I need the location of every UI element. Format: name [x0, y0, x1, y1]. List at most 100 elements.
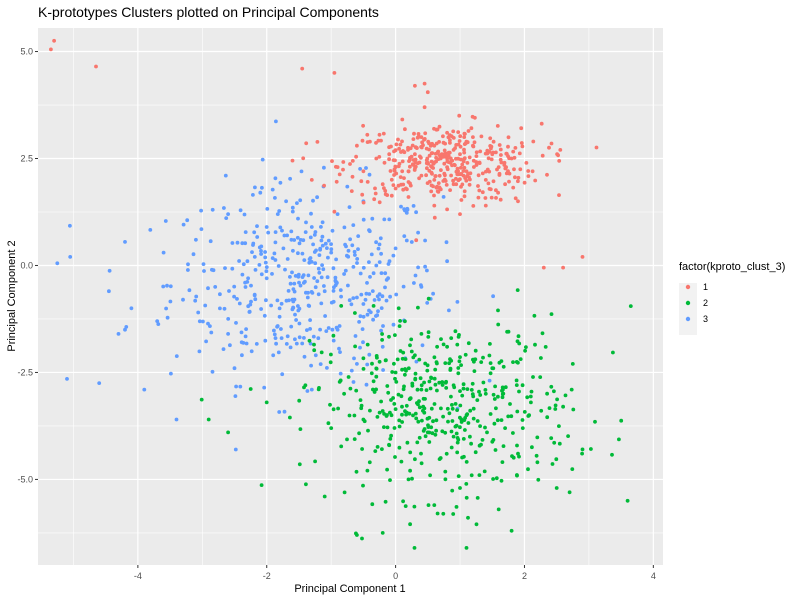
data-point — [475, 496, 480, 500]
data-point — [419, 387, 424, 392]
data-point — [233, 394, 238, 398]
data-point — [440, 380, 445, 384]
data-point — [445, 159, 450, 164]
data-point — [305, 328, 309, 332]
data-point — [509, 414, 514, 419]
data-point — [470, 381, 475, 386]
data-point — [491, 150, 495, 155]
data-point — [238, 208, 243, 213]
data-point — [335, 212, 340, 217]
data-point — [253, 297, 258, 302]
data-point — [440, 429, 445, 434]
data-point — [387, 334, 391, 339]
data-point — [400, 159, 405, 164]
data-point — [423, 397, 427, 401]
data-point — [439, 337, 443, 341]
data-point — [206, 417, 211, 422]
data-point — [313, 353, 318, 358]
data-point — [501, 387, 505, 392]
data-point — [379, 251, 383, 256]
data-point — [458, 152, 462, 157]
data-point — [477, 473, 482, 477]
data-point — [408, 522, 412, 527]
data-point — [432, 215, 437, 220]
data-point — [458, 134, 463, 139]
data-point — [457, 359, 462, 364]
data-point — [487, 378, 492, 383]
data-point — [528, 394, 533, 399]
data-point — [339, 294, 343, 299]
data-point — [515, 339, 520, 344]
data-point — [269, 303, 273, 308]
data-point — [400, 117, 405, 122]
data-point — [517, 151, 522, 156]
data-point — [453, 146, 457, 151]
data-point — [522, 410, 527, 414]
data-point — [328, 360, 333, 365]
data-point — [222, 206, 226, 210]
data-point — [419, 383, 424, 388]
data-point — [403, 357, 408, 361]
data-point — [446, 135, 451, 140]
data-point — [519, 141, 524, 145]
data-point — [209, 330, 214, 335]
data-point — [453, 402, 458, 406]
y-tick-label: -2.5 — [17, 367, 33, 377]
data-point — [365, 468, 370, 473]
data-point — [49, 47, 53, 52]
data-point — [526, 174, 531, 179]
y-tick-label: 0.0 — [20, 260, 33, 270]
data-point — [316, 266, 321, 271]
data-point — [400, 169, 405, 174]
data-point — [417, 357, 422, 362]
data-point — [306, 273, 311, 278]
data-point — [412, 546, 417, 550]
data-point — [381, 324, 385, 328]
data-point — [541, 265, 546, 270]
data-point — [352, 413, 357, 418]
data-point — [308, 256, 313, 260]
data-point — [363, 297, 368, 302]
data-point — [392, 402, 397, 406]
data-point — [242, 212, 247, 217]
data-point — [197, 319, 202, 324]
data-point — [518, 167, 523, 172]
data-point — [459, 198, 464, 202]
data-point — [323, 241, 328, 246]
data-point — [405, 440, 410, 445]
data-point — [398, 319, 402, 323]
data-point — [431, 419, 435, 424]
data-point — [392, 361, 396, 366]
data-point — [496, 394, 500, 399]
data-point — [557, 424, 561, 428]
data-point — [273, 336, 278, 340]
data-point — [470, 392, 475, 396]
data-point — [453, 424, 458, 429]
data-point — [317, 253, 322, 257]
data-point — [474, 150, 479, 155]
data-point — [415, 135, 420, 140]
data-point — [302, 354, 307, 359]
data-point — [371, 379, 376, 384]
data-point — [402, 384, 406, 389]
data-point — [397, 424, 402, 429]
data-point — [481, 380, 486, 385]
data-point — [404, 186, 408, 191]
data-point — [466, 341, 471, 346]
data-point — [468, 408, 473, 413]
data-point — [304, 220, 308, 225]
data-point — [223, 173, 228, 178]
data-point — [319, 350, 324, 355]
legend-key-2 — [685, 300, 691, 306]
data-point — [406, 477, 411, 482]
data-point — [258, 190, 263, 195]
data-point — [289, 324, 294, 329]
data-point — [499, 418, 504, 422]
data-point — [454, 143, 459, 147]
data-point — [459, 363, 463, 367]
data-point — [491, 139, 496, 144]
data-point — [426, 503, 431, 507]
data-point — [345, 184, 350, 189]
data-point — [494, 150, 498, 155]
data-point — [288, 345, 293, 350]
